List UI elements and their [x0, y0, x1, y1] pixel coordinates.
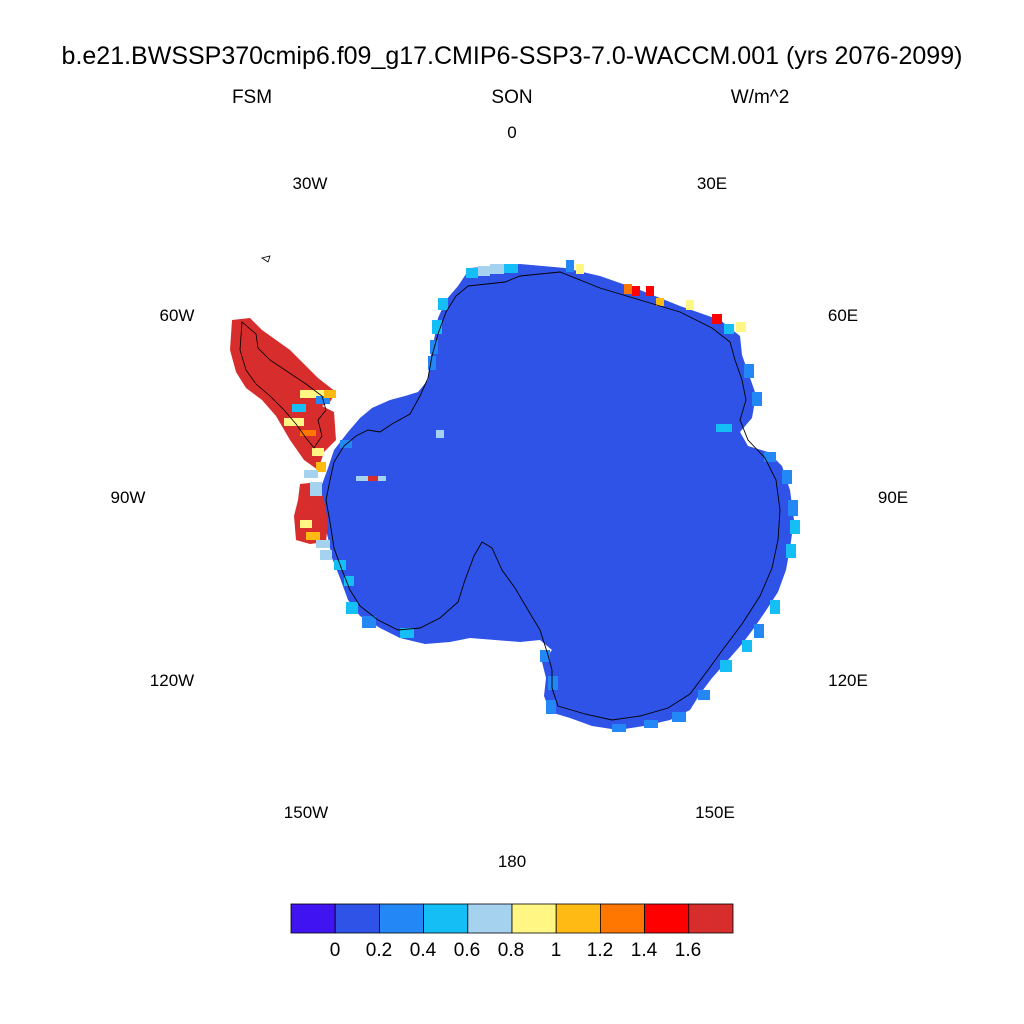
coastal-cell	[304, 470, 318, 478]
coastal-cell	[720, 660, 732, 672]
lon-label-30e: 30E	[696, 174, 728, 193]
colorbar-tick-label: 1.6	[674, 940, 702, 961]
peninsula-coastline	[239, 321, 327, 449]
coastal-cell	[724, 324, 734, 334]
coastal-cell	[548, 676, 558, 690]
coastal-cell	[782, 470, 792, 484]
coastal-cell	[466, 268, 478, 278]
colorbar-box	[511, 903, 557, 934]
colorbar-tick-label: 1.4	[630, 940, 658, 961]
coastal-cell	[324, 390, 336, 398]
coastal-cell	[744, 364, 754, 378]
coastal-cell	[754, 624, 764, 638]
coastal-cell	[346, 602, 358, 614]
lon-label-0: 0	[507, 123, 517, 142]
coastal-cell	[788, 500, 798, 516]
coastal-cell	[436, 430, 444, 438]
coastal-cell	[790, 520, 800, 534]
lon-label-180: 180	[497, 852, 527, 871]
coastal-cell	[698, 690, 710, 700]
units-label: W/m^2	[730, 87, 790, 108]
lon-label-120w: 120W	[149, 671, 195, 690]
coastal-cell	[312, 448, 324, 456]
island-outline	[261, 255, 271, 263]
coastal-cell	[368, 476, 378, 481]
coastal-cell	[504, 264, 518, 273]
coastal-cell	[300, 390, 336, 398]
coastal-cell	[576, 264, 584, 274]
colorbar-box	[688, 903, 734, 934]
coastal-cell	[316, 540, 330, 548]
coastal-cell	[438, 298, 448, 310]
lon-label-60w: 60W	[159, 306, 195, 325]
coastal-cell	[686, 300, 694, 310]
coastal-cell	[362, 616, 376, 628]
coastal-cell	[478, 266, 490, 276]
coastal-cell	[566, 260, 574, 272]
coastal-cell	[672, 712, 686, 722]
coastal-cell	[770, 600, 780, 614]
coastal-cell	[300, 520, 312, 528]
coastal-cell	[320, 550, 332, 560]
colorbar-box	[378, 903, 424, 934]
plot-title: b.e21.BWSSP370cmip6.f09_g17.CMIP6-SSP3-7…	[61, 42, 963, 70]
colorbar-box	[600, 903, 646, 934]
ice-sheet-field	[320, 264, 794, 730]
coastal-cell	[644, 720, 658, 728]
colorbar-tick-label: 0.6	[453, 940, 481, 961]
colorbar-tick-label: 0	[329, 940, 341, 961]
coastal-cell	[736, 322, 746, 332]
coastal-cell	[540, 650, 550, 662]
colorbar-tick-label: 1	[550, 940, 562, 961]
lon-label-120e: 120E	[828, 671, 868, 690]
coastal-cell	[490, 264, 504, 274]
coastal-cell	[716, 424, 732, 432]
coastal-cell	[712, 314, 722, 324]
coastal-cell	[316, 462, 326, 472]
coastal-cell	[646, 286, 654, 296]
colorbar-box	[467, 903, 513, 934]
coastal-cell	[310, 482, 322, 496]
peninsula-tip-field	[294, 482, 328, 544]
colorbar-box	[555, 903, 601, 934]
coastal-cell	[786, 544, 796, 558]
lon-label-90w: 90W	[110, 488, 146, 507]
coastal-cell	[752, 392, 762, 406]
coastal-cell	[612, 724, 626, 732]
coastal-cell	[300, 430, 316, 436]
coastal-cell	[632, 286, 640, 296]
colorbar-tick-label: 1.2	[586, 940, 614, 961]
coastal-cell	[742, 640, 752, 652]
colorbar-box	[644, 903, 690, 934]
season-label: SON	[491, 87, 533, 108]
coastal-cell	[624, 284, 632, 294]
variable-label: FSM	[231, 87, 273, 108]
coastal-cell	[764, 452, 776, 462]
coastal-cell	[292, 404, 306, 412]
coastal-cell	[546, 700, 556, 714]
lon-label-60e: 60E	[827, 306, 859, 325]
coastal-cell	[306, 532, 320, 540]
colorbar-box	[334, 903, 380, 934]
lon-label-150e: 150E	[695, 803, 735, 822]
coastal-cell	[400, 628, 414, 638]
coastal-cell	[656, 298, 664, 306]
coastal-cell	[344, 576, 354, 586]
coastline	[325, 271, 781, 721]
coastal-cell	[432, 320, 442, 334]
colorbar-tick-label: 0.2	[365, 940, 393, 961]
lon-label-30w: 30W	[292, 174, 328, 193]
colorbar-tick-label: 0.4	[409, 940, 437, 961]
lon-label-150w: 150W	[283, 803, 329, 822]
colorbar-box	[423, 903, 469, 934]
colorbar-box	[290, 903, 336, 934]
lon-label-90e: 90E	[877, 488, 909, 507]
coastal-cell	[428, 356, 436, 370]
colorbar-tick-label: 0.8	[497, 940, 525, 961]
